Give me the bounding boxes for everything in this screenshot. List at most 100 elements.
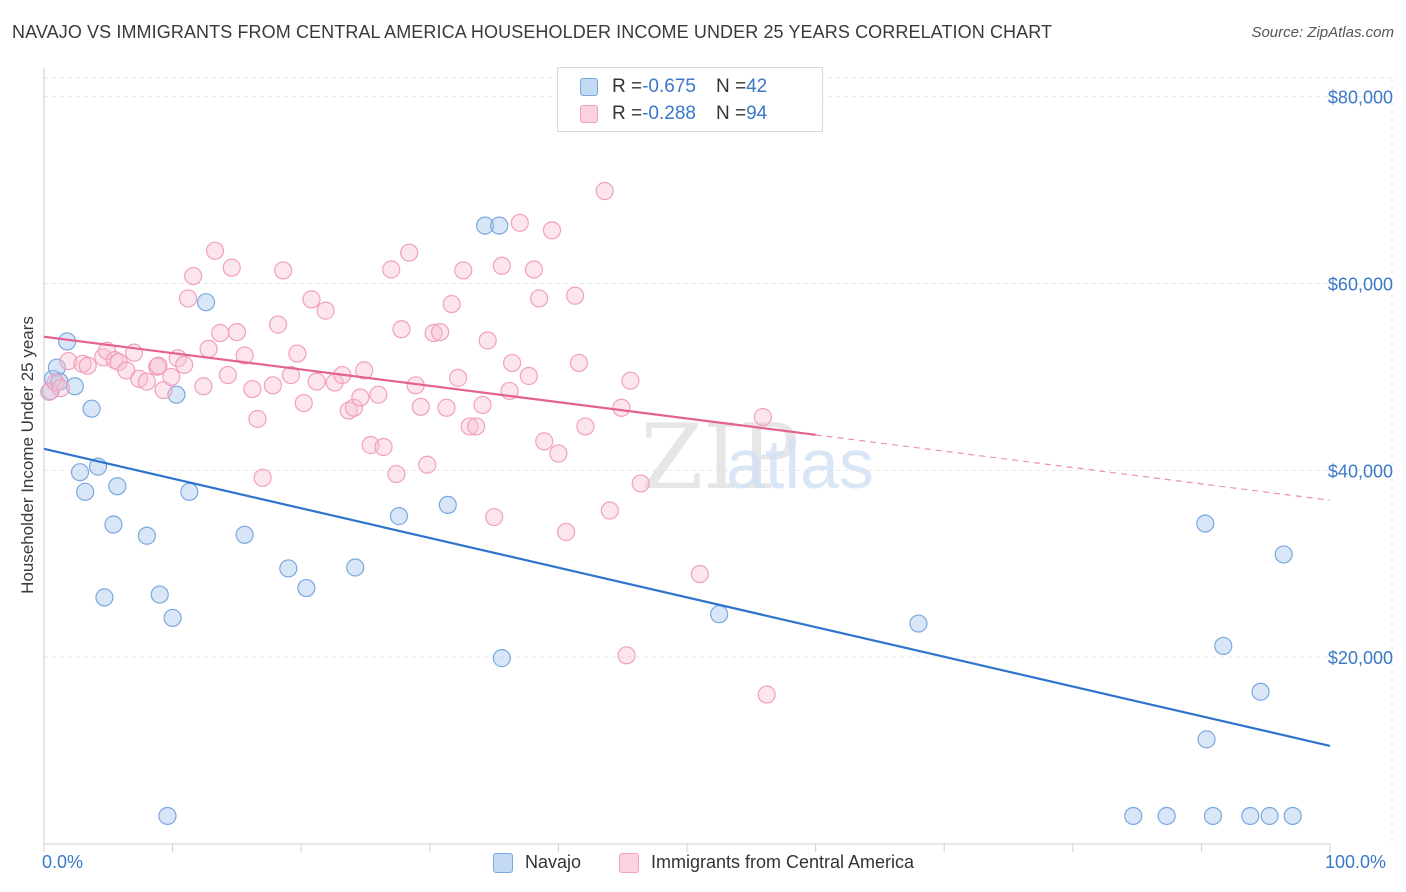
- navajo-point: [47, 358, 66, 377]
- legend-row-central-america: R = -0.288 N = 94: [580, 101, 767, 127]
- central-america-point: [316, 301, 335, 320]
- navajo-point: [909, 614, 928, 633]
- navajo-point: [1157, 806, 1176, 826]
- navajo-point: [137, 526, 156, 545]
- central-america-swatch: [619, 852, 639, 873]
- central-america-point: [612, 398, 631, 417]
- central-america-point: [466, 417, 486, 436]
- central-america-point: [757, 685, 776, 704]
- central-america-point: [137, 372, 156, 391]
- navajo-point: [279, 559, 298, 578]
- central-america-point: [339, 401, 358, 420]
- n-label: N =: [715, 103, 747, 124]
- navajo-swatch: [493, 852, 513, 873]
- navajo-trend-line: [43, 447, 1331, 747]
- legend-item-navajo: Navajo: [493, 852, 581, 873]
- watermark-atlas: atlas: [726, 425, 874, 503]
- central-america-point: [288, 344, 307, 363]
- central-america-point: [97, 341, 117, 360]
- navajo-point: [297, 578, 316, 598]
- central-america-point: [437, 398, 456, 417]
- navajo-point: [158, 806, 177, 826]
- central-america-point: [454, 261, 473, 280]
- central-america-point: [442, 294, 461, 314]
- central-america-point: [460, 417, 479, 436]
- central-america-point: [576, 417, 595, 436]
- navajo-swatch: [580, 78, 598, 96]
- chart-title: NAVAJO VS IMMIGRANTS FROM CENTRAL AMERIC…: [12, 22, 1053, 42]
- central-america-point: [184, 266, 203, 286]
- y-tick-label: $40,000: [1328, 461, 1393, 481]
- navajo-point: [104, 515, 123, 534]
- central-america-point: [382, 260, 401, 279]
- central-america-point: [148, 357, 167, 376]
- n-label: N =: [715, 76, 747, 97]
- central-america-point: [117, 361, 136, 380]
- central-america-point: [510, 213, 529, 232]
- central-america-point: [302, 290, 321, 309]
- central-america-point: [51, 379, 70, 398]
- navajo-point: [150, 585, 169, 604]
- n-value: 42: [746, 76, 768, 97]
- navajo-point: [180, 482, 199, 501]
- central-america-point: [400, 243, 419, 262]
- central-america-point: [243, 379, 262, 399]
- central-america-point: [222, 258, 241, 277]
- navajo-point: [1197, 730, 1216, 749]
- central-america-point: [557, 522, 576, 542]
- navajo-point: [389, 507, 409, 526]
- central-america-point: [392, 320, 411, 339]
- navajo-point: [1283, 806, 1302, 826]
- central-america-point: [344, 398, 364, 417]
- central-america-point: [355, 361, 374, 380]
- central-america-point: [46, 373, 65, 392]
- central-america-trend-line-extension: [815, 434, 1331, 501]
- central-america-point: [492, 256, 511, 275]
- navajo-point: [65, 377, 84, 396]
- correlation-legend: R = -0.675 N = 42 R = -0.288 N = 94: [557, 67, 823, 132]
- central-america-point: [307, 372, 326, 391]
- central-america-point: [40, 382, 59, 401]
- navajo-point: [1260, 806, 1279, 826]
- central-america-point: [631, 474, 650, 493]
- central-america-point: [617, 646, 636, 665]
- central-america-point: [473, 395, 492, 415]
- y-tick-label: $80,000: [1328, 88, 1393, 108]
- central-america-point: [569, 353, 589, 373]
- central-america-point: [351, 388, 370, 407]
- central-america-point: [59, 351, 78, 371]
- central-america-point: [281, 365, 301, 385]
- central-america-trend-line: [43, 335, 816, 436]
- legend-item-central-america: Immigrants from Central America: [619, 852, 914, 873]
- n-value: 94: [746, 103, 768, 124]
- central-america-point: [227, 322, 246, 342]
- navajo-point: [95, 588, 114, 607]
- navajo-point: [490, 216, 509, 235]
- central-america-point: [524, 260, 544, 279]
- navajo-point: [1124, 806, 1143, 826]
- navajo-point: [235, 525, 254, 544]
- central-america-point: [149, 356, 168, 375]
- y-tick-label: $60,000: [1328, 275, 1393, 295]
- central-america-point: [248, 409, 267, 429]
- navajo-point: [346, 558, 365, 577]
- central-america-swatch: [580, 105, 598, 123]
- legend-row-navajo: R = -0.675 N = 42: [580, 74, 767, 100]
- central-america-point: [78, 356, 97, 375]
- series-legend: Navajo Immigrants from Central America: [0, 852, 1406, 878]
- navajo-point: [1214, 636, 1233, 656]
- central-america-point: [478, 331, 497, 350]
- central-america-point: [519, 366, 538, 386]
- navajo-point: [1203, 806, 1223, 826]
- navajo-point: [76, 482, 95, 501]
- central-america-point: [535, 432, 554, 451]
- navajo-point: [1196, 514, 1215, 533]
- central-america-point: [690, 564, 709, 584]
- central-america-point: [175, 355, 194, 374]
- legend-label: Immigrants from Central America: [651, 852, 915, 872]
- navajo-point: [475, 216, 495, 235]
- central-america-point: [549, 444, 568, 463]
- r-label: R =: [612, 76, 643, 97]
- central-america-point: [274, 261, 293, 280]
- navajo-point: [438, 495, 457, 515]
